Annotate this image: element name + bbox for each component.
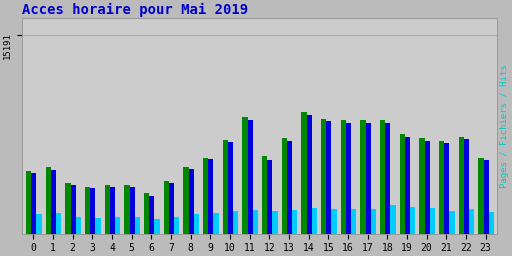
Bar [208,159,214,233]
Bar [169,183,174,233]
Text: Acces horaire pour Mai 2019: Acces horaire pour Mai 2019 [22,3,248,17]
Y-axis label: Pages / Fichiers / Hits: Pages / Fichiers / Hits [500,64,509,188]
Bar [419,138,424,233]
Bar [272,211,278,233]
Bar [282,138,287,233]
Bar [478,158,483,233]
Bar [144,193,149,233]
Bar [31,174,36,233]
Bar [124,185,130,233]
Bar [26,171,31,233]
Bar [46,167,51,233]
Bar [399,134,405,233]
Bar [439,141,444,233]
Bar [405,137,410,233]
Bar [366,123,371,233]
Bar [90,188,95,233]
Bar [85,187,90,233]
Bar [430,208,435,233]
Bar [203,158,208,233]
Bar [410,207,415,233]
Bar [391,205,396,233]
Bar [292,210,297,233]
Bar [223,140,228,233]
Bar [36,214,42,233]
Bar [459,137,464,233]
Bar [301,112,307,233]
Bar [360,120,366,233]
Bar [104,185,110,233]
Bar [65,183,71,233]
Bar [51,169,56,233]
Bar [214,213,219,233]
Bar [371,209,376,233]
Bar [183,167,188,233]
Bar [469,209,475,233]
Bar [135,217,140,233]
Bar [489,212,494,233]
Bar [228,142,233,233]
Bar [385,123,391,233]
Bar [95,218,101,233]
Bar [326,121,331,233]
Bar [76,217,81,233]
Bar [130,187,135,233]
Bar [155,219,160,233]
Bar [424,141,430,233]
Bar [312,208,317,233]
Bar [71,185,76,233]
Bar [380,120,385,233]
Bar [346,123,351,233]
Bar [233,211,239,233]
Bar [174,217,180,233]
Bar [115,217,120,233]
Bar [464,139,469,233]
Bar [110,187,115,233]
Bar [56,213,61,233]
Bar [483,161,489,233]
Bar [149,196,155,233]
Bar [188,169,194,233]
Bar [253,210,258,233]
Bar [450,211,455,233]
Bar [287,141,292,233]
Bar [194,214,199,233]
Bar [321,119,326,233]
Bar [262,156,267,233]
Bar [331,209,337,233]
Bar [267,161,272,233]
Bar [351,209,356,233]
Bar [242,117,247,233]
Bar [163,181,169,233]
Bar [247,120,253,233]
Bar [340,120,346,233]
Bar [307,115,312,233]
Bar [444,143,450,233]
